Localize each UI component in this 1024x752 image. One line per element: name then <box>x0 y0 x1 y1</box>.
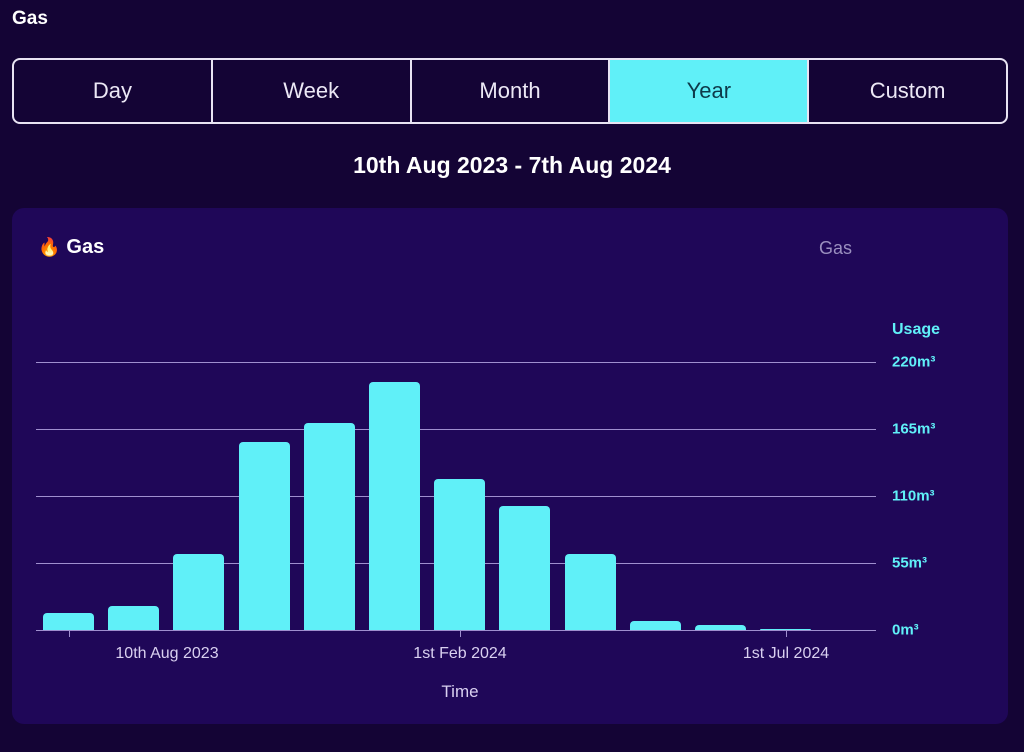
x-tick-mark <box>786 630 787 637</box>
x-tick-label: 1st Feb 2024 <box>413 645 507 662</box>
gridline <box>36 362 876 363</box>
legend-item-gas[interactable]: Gas <box>818 238 852 258</box>
x-tick-label: 10th Aug 2023 <box>115 645 219 662</box>
gridline <box>36 429 876 430</box>
x-tick-mark <box>69 630 70 637</box>
bar-dec-2023[interactable] <box>303 422 355 630</box>
bar-mar-2024[interactable] <box>499 505 551 630</box>
bar-nov-2023[interactable] <box>238 442 290 630</box>
chart-title-text: Gas <box>66 236 105 258</box>
gridline <box>36 630 876 631</box>
chart-title: 🔥 Gas <box>38 236 104 259</box>
bar-jan-2024[interactable] <box>369 381 420 630</box>
tab-day[interactable]: Day <box>14 60 213 122</box>
bar-jun-2024[interactable] <box>695 625 746 630</box>
bar-oct-2023[interactable] <box>173 554 225 630</box>
tab-custom[interactable]: Custom <box>869 78 946 103</box>
fire-icon: 🔥 <box>38 237 61 257</box>
tab-month[interactable]: Month <box>412 60 611 122</box>
page-title: Gas <box>12 8 48 29</box>
bar-feb-2024[interactable] <box>434 478 486 630</box>
x-axis-label: Time <box>441 682 479 701</box>
y-axis-label: Usage <box>892 321 941 338</box>
bar-apr-2024[interactable] <box>564 554 616 630</box>
y-tick-label: 110m³ <box>892 487 935 505</box>
bar-may-2024[interactable] <box>629 621 681 630</box>
y-tick-label: 55m³ <box>892 554 928 572</box>
bar-jul-2024[interactable] <box>760 628 812 630</box>
tab-week[interactable]: Week <box>213 60 412 122</box>
y-tick-label: 0m³ <box>892 621 919 639</box>
x-tick-label: 1st Jul 2024 <box>742 645 830 662</box>
chart-card: 🔥 Gas Gas Usage Time 0m³ 55m³ 110m³ 165m³ 22… <box>12 208 1008 724</box>
tab-year[interactable]: Year <box>610 60 810 122</box>
bar-sep-2023[interactable] <box>108 605 160 630</box>
y-tick-label: 165m³ <box>892 420 936 438</box>
x-tick-mark <box>460 630 461 637</box>
period-tabs: Day Week Month Year Custom <box>12 58 1008 124</box>
date-range: 10th Aug 2023 - 7th Aug 2024 <box>353 152 671 178</box>
bar-aug-2023[interactable] <box>43 612 94 630</box>
y-tick-label: 220m³ <box>892 353 936 371</box>
